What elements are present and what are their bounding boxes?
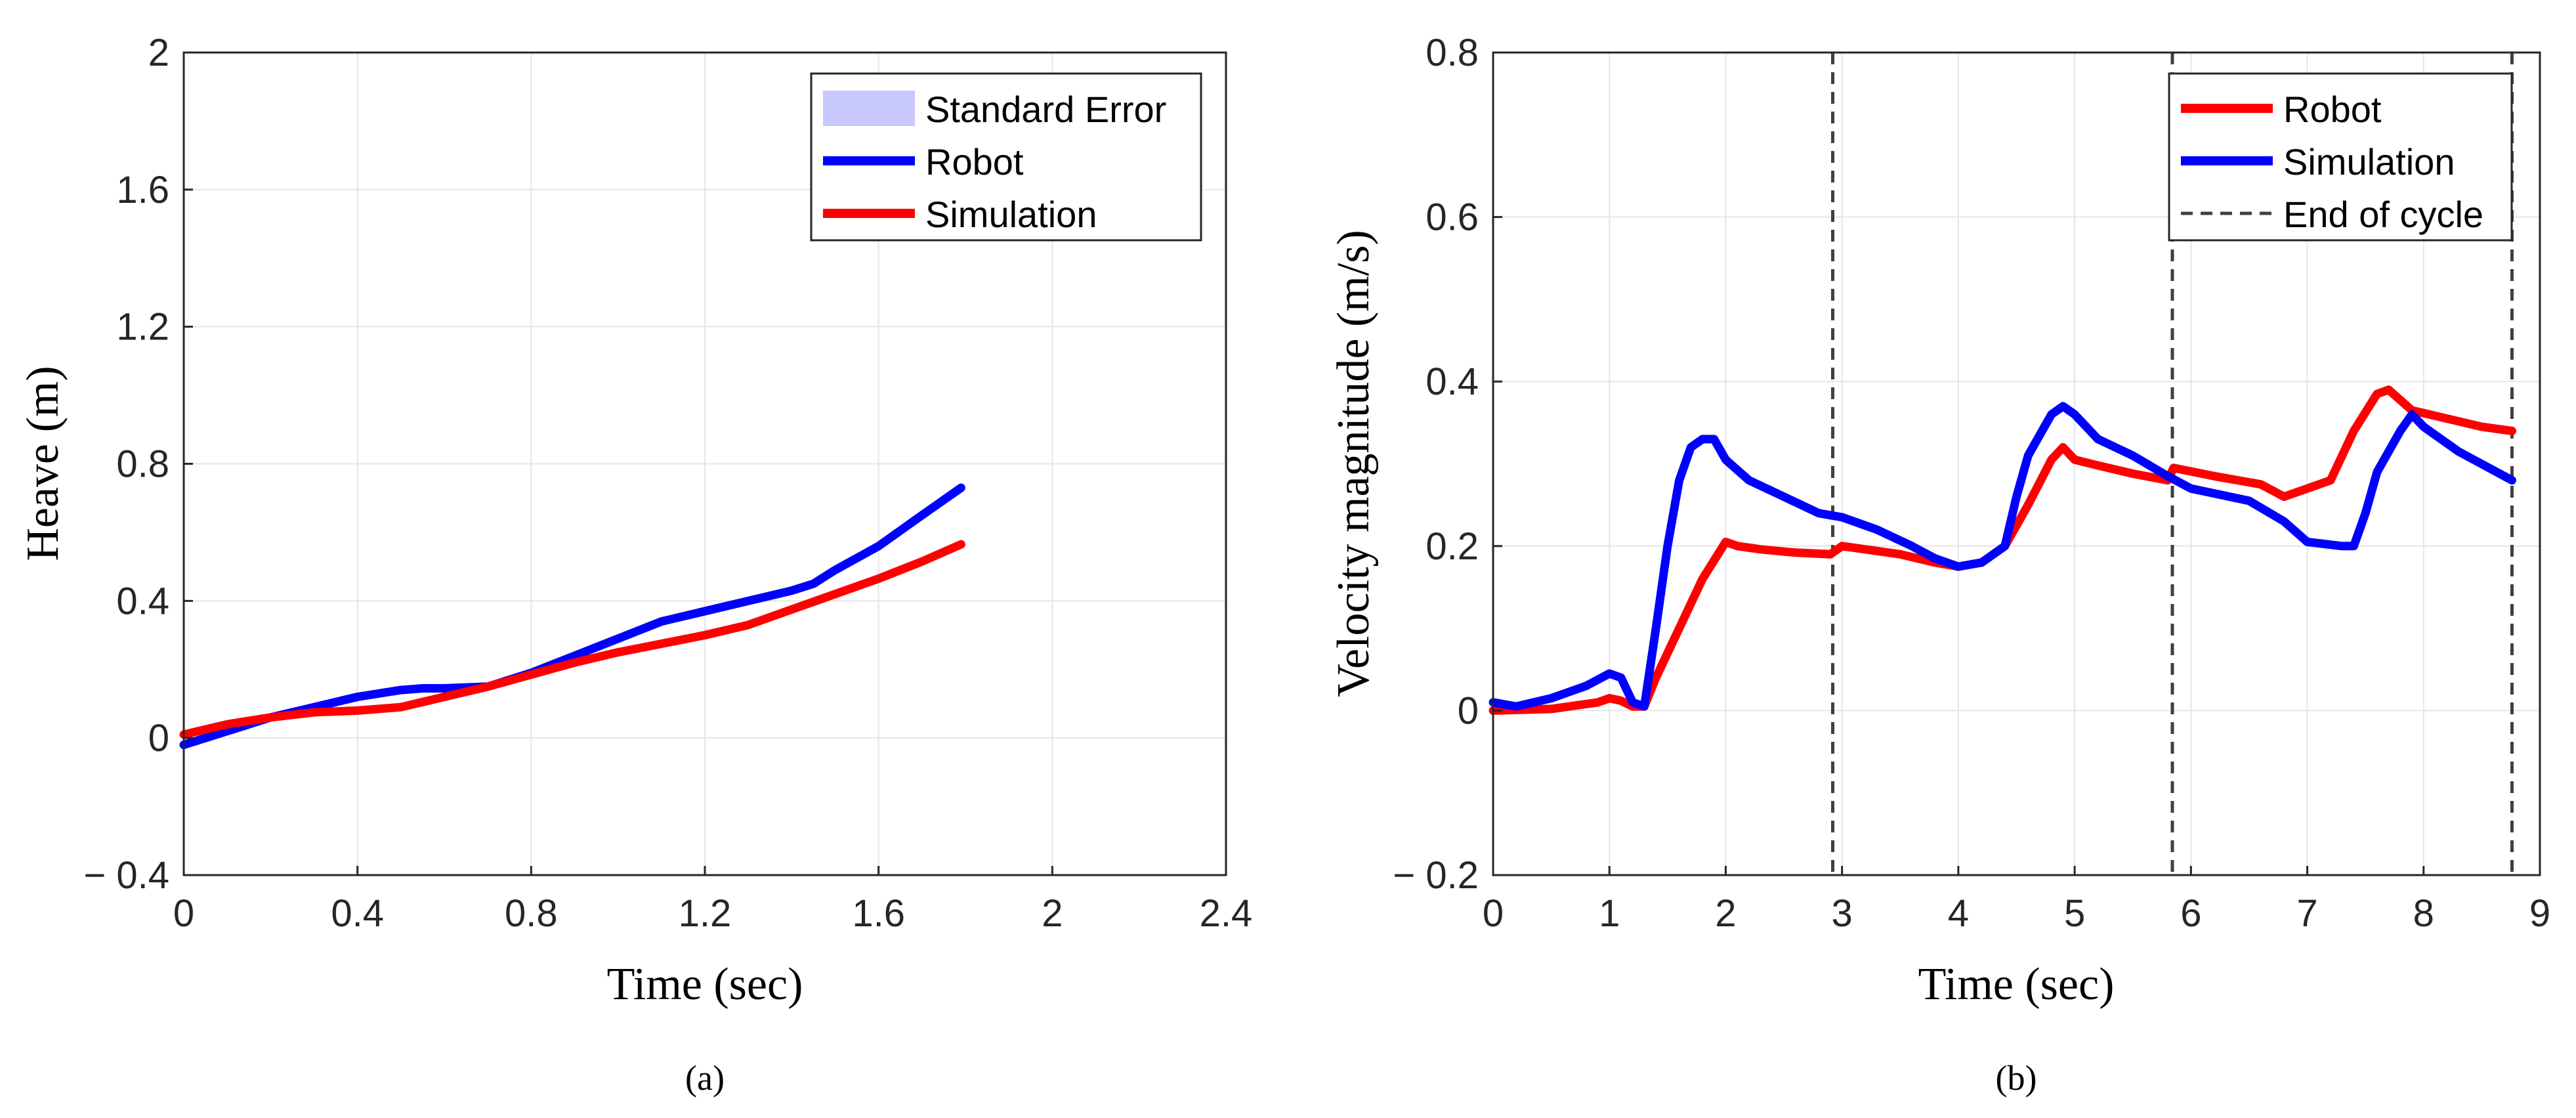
series-line-simulation: [179, 540, 965, 739]
panel-b-x-axis-label: Time (sec): [1918, 959, 2115, 1010]
x-tick-label: 0.4: [331, 892, 384, 935]
y-tick-label: 2: [148, 32, 169, 74]
y-tick-label: 0.4: [116, 580, 169, 622]
y-tick-label: 1.2: [116, 306, 169, 349]
x-tick-label: 0: [1483, 892, 1504, 935]
panel-b-y-ticks: − 0.2 0 0.2 0.4 0.6 0.8: [1393, 32, 1502, 897]
legend-simulation-label: Simulation: [2283, 141, 2455, 183]
x-tick-label: 2: [1715, 892, 1736, 935]
y-tick-label: − 0.4: [83, 854, 169, 897]
y-tick-label: 0.4: [1425, 360, 1479, 403]
x-tick-label: 7: [2296, 892, 2317, 935]
x-tick-label: 5: [2064, 892, 2085, 935]
panel-a-y-ticks: − 0.4 0 0.4 0.8 1.2 1.6 2: [83, 32, 193, 897]
y-tick-label: − 0.2: [1393, 854, 1479, 897]
panel-a-caption: (a): [685, 1058, 725, 1098]
x-tick-label: 9: [2529, 892, 2550, 935]
x-tick-label: 2.4: [1200, 892, 1253, 935]
panel-a-x-axis-label: Time (sec): [607, 959, 803, 1010]
x-tick-label: 2: [1042, 892, 1063, 935]
panel-a-legend: Standard Error Robot Simulation: [810, 72, 1202, 242]
legend-robot-label: Robot: [925, 141, 1024, 183]
series-line-robot: [179, 483, 965, 750]
x-tick-label: 1: [1599, 892, 1620, 935]
legend-end-of-cycle-label: End of cycle: [2283, 194, 2483, 235]
panel-b-legend: Robot Simulation End of cycle: [2168, 72, 2513, 242]
panel-b-series: [1489, 385, 2516, 715]
x-tick-label: 3: [1832, 892, 1853, 935]
x-tick-label: 4: [1948, 892, 1969, 935]
panel-b-y-axis-label: Velocity magnitude (m/s): [1328, 230, 1379, 697]
x-tick-label: 1.6: [852, 892, 905, 935]
panel-a-x-ticks: 0 0.4 0.8 1.2 1.6 2 2.4: [173, 866, 1252, 935]
y-tick-label: 0.2: [1425, 525, 1479, 568]
y-tick-label: 0: [148, 717, 169, 760]
panel-b-caption: (b): [1996, 1058, 2037, 1098]
legend-standard-error-swatch: [823, 91, 915, 126]
panel-a-y-axis-label: Heave (m): [18, 366, 68, 561]
y-tick-label: 0.8: [1425, 32, 1479, 74]
y-tick-label: 0.8: [116, 443, 169, 486]
y-tick-label: 0.6: [1425, 196, 1479, 239]
series-line-simulation: [1489, 402, 2516, 711]
y-tick-label: 0: [1458, 689, 1479, 732]
legend-standard-error-label: Standard Error: [925, 89, 1166, 130]
legend-simulation-label: Simulation: [925, 194, 1097, 235]
panel-a-heave-chart: 0 0.4 0.8 1.2 1.6 2 2.4 − 0.400.40.81.21.62 Ti…: [18, 32, 1252, 1098]
x-tick-label: 6: [2180, 892, 2201, 935]
panel-b-x-ticks: 0 1 2 3 4 5 6 7 8 9: [1483, 866, 2550, 935]
legend-robot-label: Robot: [2283, 89, 2382, 130]
x-tick-label: 8: [2413, 892, 2434, 935]
x-tick-label: 1.2: [679, 892, 732, 935]
x-tick-label: 0: [173, 892, 194, 935]
panel-b-axes-frame: [1492, 51, 2541, 876]
x-tick-label: 0.8: [505, 892, 558, 935]
panel-a-series: [179, 483, 965, 750]
y-tick-label: 1.6: [116, 169, 169, 211]
